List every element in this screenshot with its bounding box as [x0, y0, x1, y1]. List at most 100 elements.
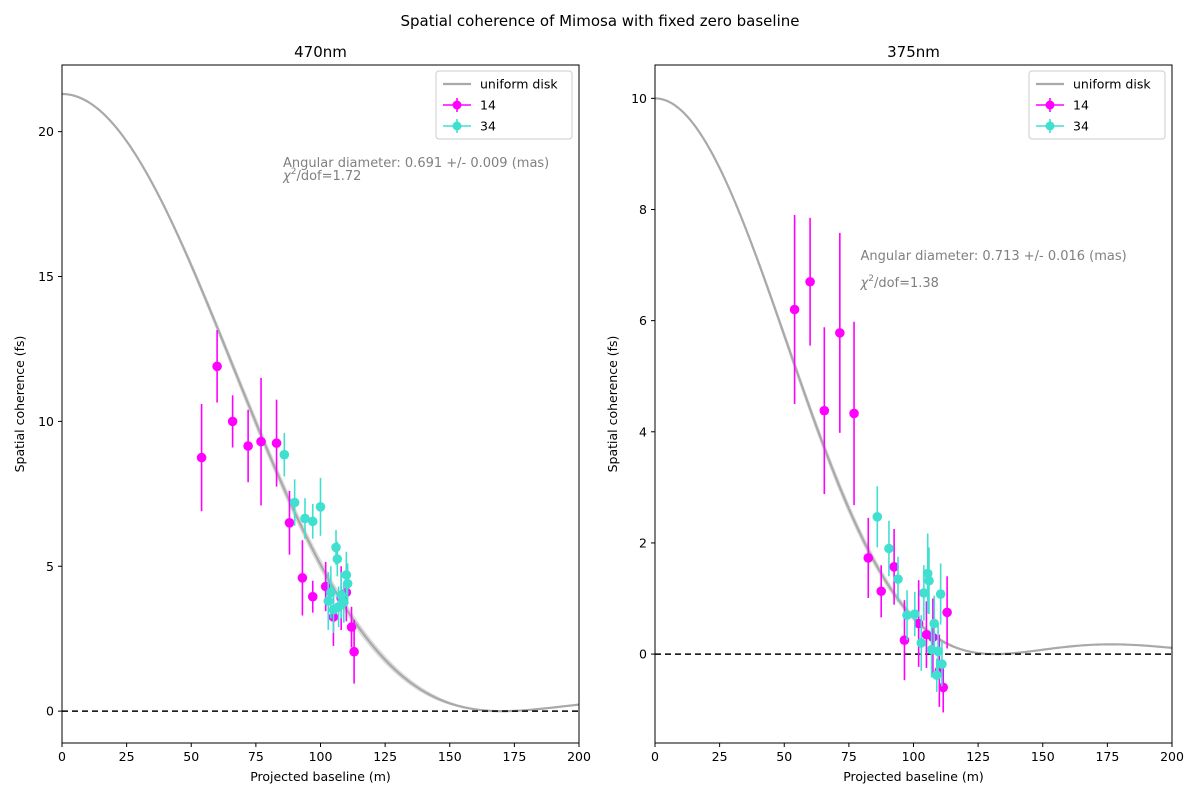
data-point-series-34-12: [933, 646, 943, 657]
x-tick-label: 100: [902, 749, 926, 764]
data-point-series-14-1: [212, 361, 222, 372]
annotation-chi2-dof: χ2/dof=1.38: [860, 274, 939, 291]
data-point-series-34-3: [307, 516, 318, 527]
legend-handle-marker: [1045, 100, 1055, 110]
plot-area: [62, 92, 579, 713]
x-axis-label: Projected baseline (m): [843, 769, 984, 784]
data-point-series-34-1: [884, 543, 894, 554]
data-point-series-34-5: [916, 638, 927, 648]
data-point-series-34-11: [931, 670, 942, 680]
chi-superscript: 2: [868, 274, 874, 284]
legend-handle-marker: [452, 100, 462, 110]
annotation-angular-diameter: Angular diameter: 0.691 +/- 0.009 (mas): [283, 156, 549, 171]
legend: uniform disk 14 34: [435, 70, 573, 140]
model-uncertainty-band: [655, 98, 1172, 655]
data-point-series-14-2: [819, 405, 830, 416]
y-tick-label: 5: [46, 559, 54, 574]
data-point-series-14-0: [789, 304, 800, 315]
data-point-series-14-6: [284, 517, 295, 528]
data-point-series-14-1: [805, 276, 815, 287]
x-tick-label: 50: [776, 749, 792, 764]
data-point-series-14-6: [876, 586, 886, 597]
data-point-series-14-5: [863, 553, 874, 563]
chi-dof-value: /dof=1.38: [874, 276, 939, 291]
x-tick-label: 175: [1095, 749, 1119, 764]
x-tick-label: 200: [1160, 749, 1184, 764]
annotation-chi2-dof: χ2/dof=1.72: [282, 167, 361, 184]
x-tick-label: 150: [438, 749, 462, 764]
x-tick-label: 200: [567, 749, 591, 764]
data-point-series-34-3: [902, 610, 912, 620]
y-tick-label: 2: [639, 535, 647, 550]
x-tick-label: 0: [651, 749, 659, 764]
data-point-series-14-7: [889, 562, 899, 572]
x-tick-label: 75: [248, 749, 264, 764]
data-point-series-34-6: [919, 588, 929, 598]
chart-panel-375nm: 0 25 50 75 100 125 150 175 200 0 2 4 6 8 10 Projected b…: [605, 43, 1184, 784]
legend-box: [1028, 70, 1166, 140]
x-tick-label: 0: [58, 749, 66, 764]
data-point-series-34-10: [929, 618, 939, 629]
data-point-series-14-4: [849, 408, 859, 419]
data-point-series-34-4: [315, 502, 326, 512]
data-point-series-34-2: [893, 574, 903, 584]
chi-superscript: 2: [291, 167, 297, 177]
data-point-series-14-3: [243, 441, 253, 451]
data-point-series-14-8: [307, 591, 318, 602]
chi-symbol: χ: [860, 276, 870, 291]
data-point-series-34-12: [338, 597, 349, 608]
panel-title: 470nm: [294, 43, 347, 61]
data-point-series-34-13: [341, 570, 352, 580]
legend-label: 14: [480, 98, 496, 113]
chart-panel-470nm: 0 25 50 75 100 125 150 175 200 0 5 10 15 20 Projected …: [12, 43, 591, 784]
data-point-series-34-8: [924, 575, 934, 586]
data-point-series-14-0: [196, 452, 207, 463]
x-tick-label: 25: [712, 749, 728, 764]
y-tick-label: 10: [631, 91, 647, 106]
x-axis-label: Projected baseline (m): [250, 769, 391, 784]
x-tick-label: 25: [119, 749, 135, 764]
figure-suptitle: Spatial coherence of Mimosa with fixed z…: [400, 12, 800, 30]
y-tick-label: 0: [639, 647, 647, 662]
y-axis-label: Spatial coherence (fs): [12, 336, 27, 473]
data-point-series-34-13: [935, 589, 946, 599]
y-tick-label: 20: [38, 124, 54, 139]
panel-title: 375nm: [887, 43, 940, 61]
data-point-series-14-5: [271, 438, 282, 448]
data-point-series-34-7: [922, 568, 933, 579]
data-point-series-14-7: [297, 573, 308, 583]
legend-label: uniform disk: [480, 77, 558, 92]
data-point-series-34-2: [300, 513, 310, 524]
legend-handle-marker: [1045, 121, 1055, 131]
data-point-series-34-1: [289, 497, 300, 508]
y-tick-label: 8: [639, 202, 647, 217]
plot-area: [655, 97, 1172, 713]
x-tick-label: 125: [373, 749, 397, 764]
x-tick-label: 175: [502, 749, 526, 764]
y-axis-label: Spatial coherence (fs): [605, 336, 620, 473]
y-tick-label: 4: [639, 424, 647, 439]
legend-label: 34: [480, 119, 496, 134]
data-point-series-34-14: [342, 578, 353, 589]
data-point-series-14-4: [256, 436, 266, 447]
annotation-angular-diameter: Angular diameter: 0.713 +/- 0.016 (mas): [861, 249, 1127, 264]
axes-frame: [654, 64, 1173, 744]
data-point-series-34-8: [331, 542, 341, 553]
data-point-series-14-14: [349, 646, 359, 657]
model-curve-uniform-disk: [62, 92, 579, 713]
data-point-series-34-4: [909, 609, 920, 619]
model-curve-uniform-disk: [655, 97, 1172, 656]
chi-dof-value: /dof=1.72: [296, 169, 361, 184]
legend: uniform disk 14 34: [1028, 70, 1166, 140]
legend-label: 34: [1073, 119, 1089, 134]
data-point-series-14-3: [835, 328, 845, 338]
data-point-series-14-11: [928, 632, 938, 643]
data-point-series-34-14: [937, 659, 947, 669]
y-tick-label: 15: [38, 269, 54, 284]
chi-symbol: χ: [282, 169, 292, 184]
y-tick-label: 10: [38, 414, 54, 429]
legend-box: [435, 70, 573, 140]
x-tick-label: 50: [183, 749, 199, 764]
x-tick-label: 150: [1031, 749, 1055, 764]
